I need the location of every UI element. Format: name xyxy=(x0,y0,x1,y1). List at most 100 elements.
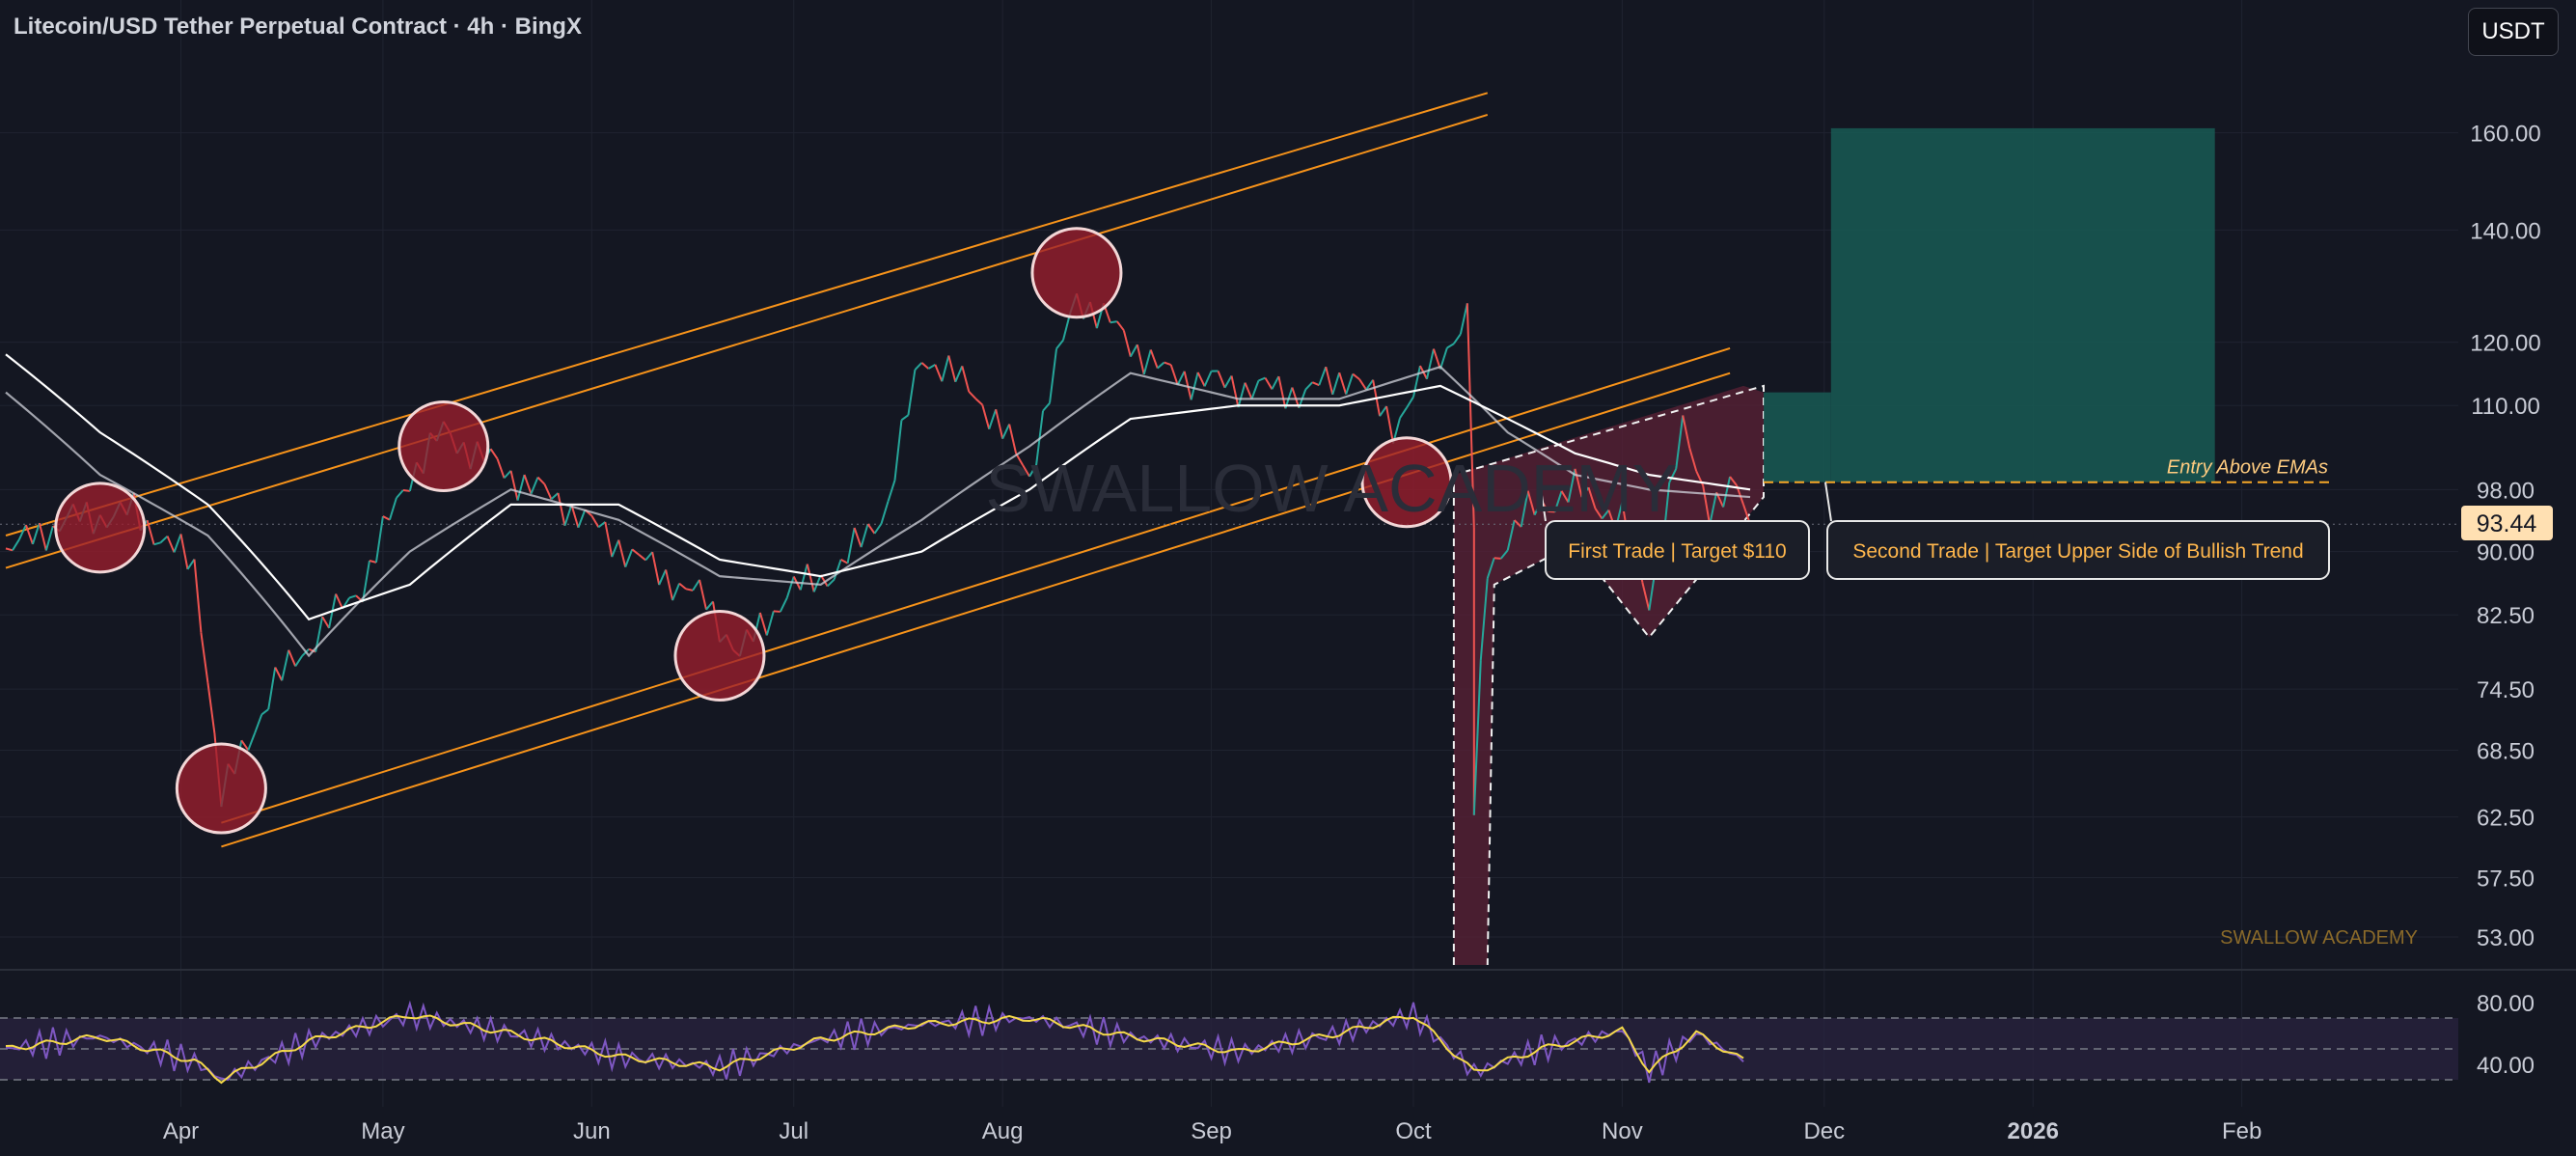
price-candle xyxy=(765,611,775,636)
price-candle xyxy=(1157,361,1165,370)
price-candle xyxy=(159,535,169,544)
price-candle xyxy=(638,554,646,562)
price-candle xyxy=(1338,372,1348,395)
price-candle xyxy=(166,536,176,553)
y-tick-label: 140.00 xyxy=(2470,218,2540,244)
touch-point-circle xyxy=(397,400,490,493)
callout-pointer xyxy=(1539,482,1547,522)
y-tick-label: 74.50 xyxy=(2477,677,2535,703)
price-candle xyxy=(1055,339,1064,350)
price-candle xyxy=(873,523,883,535)
price-candle xyxy=(186,559,196,570)
price-candle xyxy=(361,560,370,602)
analysis-markers: Entry Above EMAs First Trade | Target $11… xyxy=(54,227,2330,835)
currency-button[interactable]: USDT xyxy=(2468,8,2559,56)
price-candle xyxy=(685,588,694,592)
rsi-pane xyxy=(0,1000,2458,1085)
price-candle xyxy=(1136,344,1145,375)
x-tick-label: Jul xyxy=(779,1118,808,1144)
price-candle xyxy=(1399,407,1408,419)
price-candle xyxy=(900,414,910,422)
price-candle xyxy=(536,476,546,485)
price-candle xyxy=(961,366,971,393)
price-candle xyxy=(604,521,614,558)
price-candle xyxy=(988,408,998,430)
price-candle xyxy=(1580,486,1590,498)
x-tick-label: Aug xyxy=(982,1118,1024,1144)
price-candle xyxy=(1439,347,1448,370)
price-candle xyxy=(1049,348,1058,403)
price-candle xyxy=(509,470,519,501)
y-tick-label: 68.50 xyxy=(2477,738,2535,764)
price-candle xyxy=(631,548,640,556)
price-candle xyxy=(651,551,661,586)
price-candle xyxy=(1022,464,1030,478)
price-candle xyxy=(678,582,687,591)
price-candle xyxy=(1331,372,1341,396)
x-tick-label: Dec xyxy=(1803,1118,1845,1144)
price-candle xyxy=(1244,382,1253,399)
price-candle xyxy=(907,370,917,416)
price-candle xyxy=(193,559,203,633)
price-candle xyxy=(563,504,573,527)
academy-signature: SWALLOW ACADEMY xyxy=(2220,927,2418,949)
price-candle xyxy=(920,362,930,370)
price-candle xyxy=(38,522,47,551)
first-target-box xyxy=(1763,392,1831,482)
x-tick-label: Feb xyxy=(2222,1118,2261,1144)
ema-slow-line xyxy=(5,353,1751,621)
price-candle xyxy=(321,616,330,629)
price-candle xyxy=(1506,519,1516,551)
x-tick-label: Sep xyxy=(1191,1118,1232,1144)
last-price-value: 93.44 xyxy=(2477,510,2537,537)
price-candle xyxy=(1271,375,1280,390)
price-candle xyxy=(927,364,936,370)
price-axis[interactable]: 160.00 140.00 120.00 110.00 98.00 90.00 82.50 7… xyxy=(2470,122,2540,1079)
price-candle xyxy=(1223,374,1233,389)
touch-point-circle xyxy=(673,610,766,702)
price-candle xyxy=(853,527,863,548)
price-candle xyxy=(388,497,397,521)
y-tick-label: 98.00 xyxy=(2477,478,2535,504)
touch-point-circle xyxy=(1360,436,1453,529)
price-candle xyxy=(402,489,410,492)
touch-point-circle xyxy=(175,742,267,835)
channel-upper-line xyxy=(5,114,1489,569)
price-candle xyxy=(281,649,290,681)
price-candle xyxy=(974,398,983,406)
price-candle xyxy=(1601,509,1610,520)
price-candle xyxy=(833,559,842,580)
touch-point-circle xyxy=(54,482,147,574)
price-candle xyxy=(1520,490,1529,528)
price-candle xyxy=(644,551,653,562)
time-axis[interactable]: Apr May Jun Jul Aug Sep Oct Nov Dec 2026 Feb xyxy=(163,1118,2261,1144)
rsi-tick-label: 40.00 xyxy=(2477,1053,2535,1079)
price-candle xyxy=(294,655,303,667)
price-candle xyxy=(1479,578,1489,661)
price-candle xyxy=(1729,476,1738,486)
second-target-box xyxy=(1830,127,2215,482)
touch-point-circle xyxy=(1030,227,1123,319)
price-candle xyxy=(671,583,681,601)
callout-text: Second Trade | Target Upper Side of Bull… xyxy=(1852,540,2303,563)
price-candle xyxy=(516,474,526,501)
price-candle xyxy=(374,515,384,564)
price-candle xyxy=(1668,468,1678,483)
price-candle xyxy=(611,539,620,558)
price-candle xyxy=(1190,372,1199,400)
price-candle xyxy=(1122,330,1132,357)
price-candle xyxy=(1304,381,1314,391)
price-candle xyxy=(1176,371,1186,386)
price-candle xyxy=(1264,377,1274,390)
y-tick-label: 82.50 xyxy=(2477,603,2535,629)
price-candle xyxy=(624,548,634,568)
price-candle xyxy=(1574,468,1583,498)
price-candle xyxy=(1675,415,1685,470)
price-candle xyxy=(1196,372,1206,387)
price-candle xyxy=(489,448,499,460)
price-candle xyxy=(12,538,20,551)
price-candle xyxy=(1432,348,1441,370)
price-candle xyxy=(1230,375,1240,408)
price-candle xyxy=(369,560,377,564)
